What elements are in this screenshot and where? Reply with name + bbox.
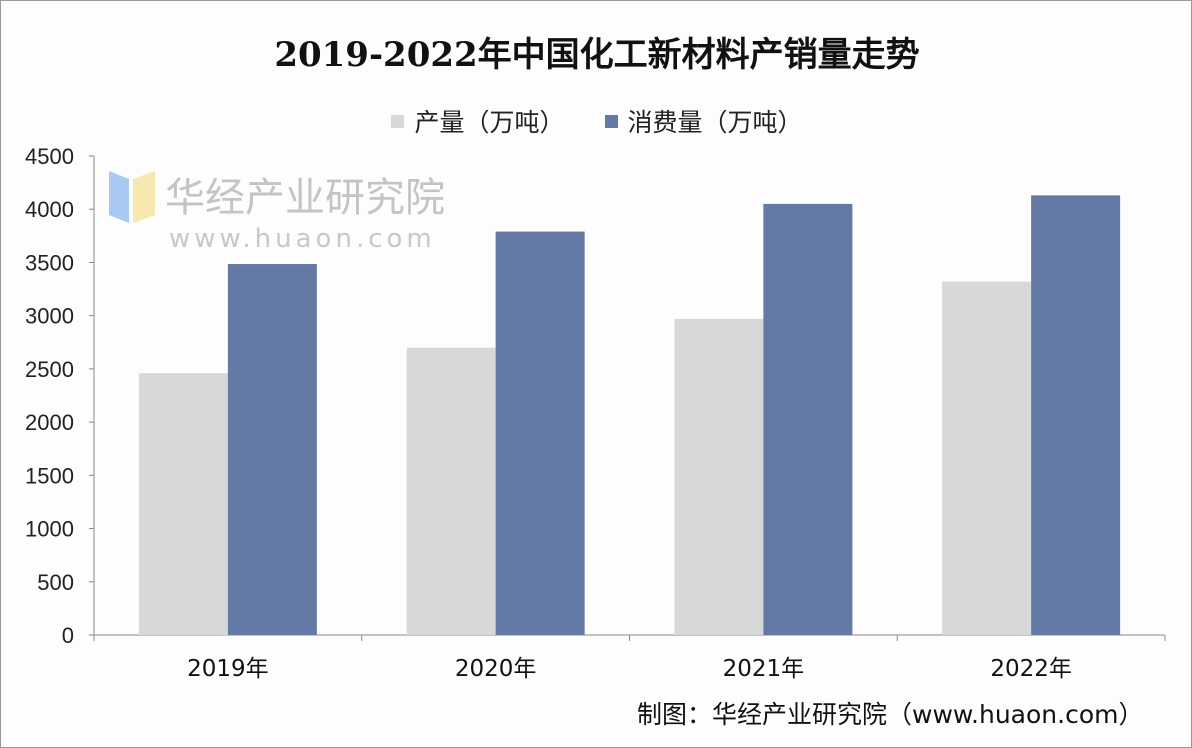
bar-consumption [495, 231, 585, 635]
y-tick-label: 4000 [25, 197, 74, 222]
bar-production [942, 281, 1032, 635]
x-tick-label: 2022年 [990, 656, 1072, 682]
watermark-url: www.huaon.com [169, 224, 436, 254]
y-tick-label: 3000 [25, 304, 74, 329]
watermark-logo-shape [133, 171, 155, 223]
legend-item-consumption: 消费量（万吨） [604, 103, 803, 139]
y-tick-label: 1000 [25, 517, 74, 542]
x-tick-label: 2019年 [187, 656, 269, 682]
bar-production [674, 318, 764, 635]
legend-item-production: 产量（万吨） [391, 103, 565, 139]
y-tick-label: 500 [37, 570, 74, 595]
legend-swatch-production [391, 114, 405, 128]
bar-production [406, 347, 496, 635]
legend-swatch-consumption [604, 114, 618, 128]
y-tick-label: 1500 [25, 463, 74, 488]
x-tick-label: 2020年 [455, 656, 537, 682]
y-tick-label: 0 [62, 623, 74, 648]
bar-consumption [227, 264, 317, 635]
watermark-logo-shape [109, 171, 129, 223]
watermark-text: 华经产业研究院 [165, 175, 445, 221]
chart-title: 2019-2022年中国化工新材料产销量走势 [274, 35, 920, 75]
source-note: 制图：华经产业研究院（www.huaon.com） [637, 700, 1144, 729]
legend-label-production: 产量（万吨） [414, 108, 565, 137]
watermark-logo [109, 171, 155, 223]
x-tick-label: 2021年 [723, 656, 805, 682]
y-tick-label: 3500 [25, 250, 74, 275]
y-tick-label: 2500 [25, 357, 74, 382]
y-tick-label: 4500 [25, 144, 74, 169]
y-tick-label: 2000 [25, 410, 74, 435]
bar-consumption [763, 203, 853, 635]
legend-label-consumption: 消费量（万吨） [627, 108, 803, 137]
bar-consumption [1031, 195, 1121, 635]
bar-production [138, 373, 228, 635]
legend: 产量（万吨） 消费量（万吨） [1, 103, 1191, 139]
